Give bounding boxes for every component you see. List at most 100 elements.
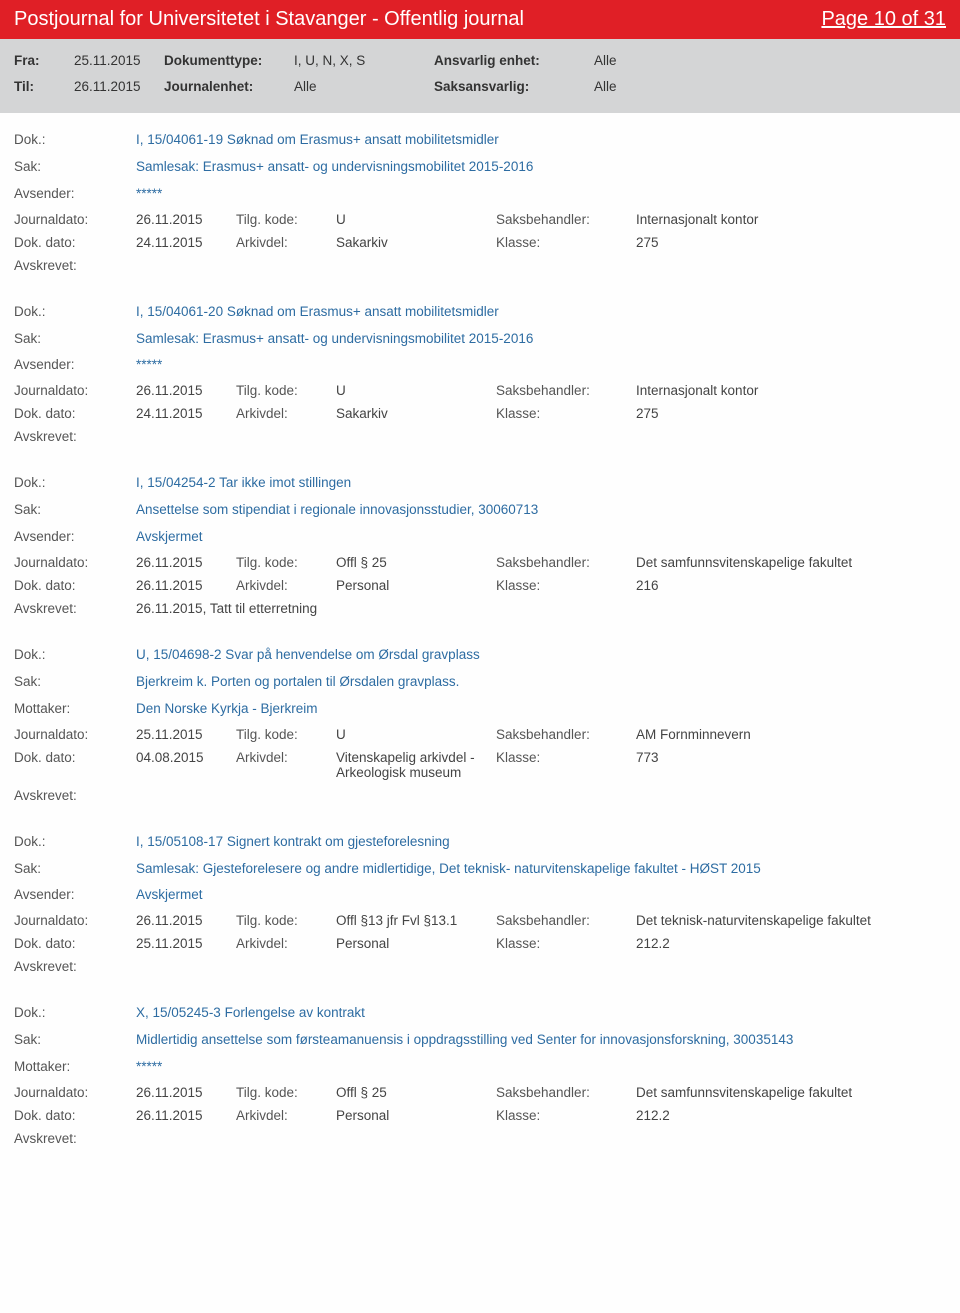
klasse-value: 212.2 xyxy=(636,1108,946,1123)
sak-value[interactable]: Samlesak: Erasmus+ ansatt- og undervisni… xyxy=(136,330,533,349)
saksbehandler-label: Saksbehandler: xyxy=(496,212,636,227)
saksbehandler-value: Internasjonalt kontor xyxy=(636,383,946,398)
sak-label: Sak: xyxy=(14,501,136,520)
header-title: Postjournal for Universitetet i Stavange… xyxy=(14,8,524,31)
journalenhet-value: Alle xyxy=(294,79,434,94)
arkivdel-value: Personal xyxy=(336,578,496,593)
dok-label: Dok.: xyxy=(14,1004,136,1023)
meta-row-1: Journaldato:25.11.2015Tilg. kode:USaksbe… xyxy=(14,723,946,746)
journaldato-value: 26.11.2015 xyxy=(136,913,236,928)
saksbehandler-value: Det samfunnsvitenskapelige fakultet xyxy=(636,555,946,570)
sender-label: Avsender: xyxy=(14,528,136,547)
avskrevet-label: Avskrevet: xyxy=(14,959,136,974)
dok-label: Dok.: xyxy=(14,303,136,322)
tilgkode-label: Tilg. kode: xyxy=(236,212,336,227)
journal-entry: Dok.:I, 15/04254-2 Tar ikke imot stillin… xyxy=(0,456,960,628)
avskrevet-row: Avskrevet: xyxy=(14,254,946,281)
journaldato-label: Journaldato: xyxy=(14,212,136,227)
dokdato-value: 04.08.2015 xyxy=(136,750,236,780)
tilgkode-value: Offl §13 jfr Fvl §13.1 xyxy=(336,913,496,928)
saksbehandler-label: Saksbehandler: xyxy=(496,555,636,570)
sak-label: Sak: xyxy=(14,330,136,349)
sak-value[interactable]: Ansettelse som stipendiat i regionale in… xyxy=(136,501,538,520)
entries-container: Dok.:I, 15/04061-19 Søknad om Erasmus+ a… xyxy=(0,113,960,1158)
saksbehandler-value: Det samfunnsvitenskapelige fakultet xyxy=(636,1085,946,1100)
dokdato-value: 26.11.2015 xyxy=(136,578,236,593)
saksansvarlig-label: Saksansvarlig: xyxy=(434,79,594,94)
dokdato-label: Dok. dato: xyxy=(14,1108,136,1123)
dokdato-label: Dok. dato: xyxy=(14,750,136,780)
meta-row-2: Dok. dato:26.11.2015Arkivdel:PersonalKla… xyxy=(14,1104,946,1127)
sak-label: Sak: xyxy=(14,158,136,177)
sak-value[interactable]: Samlesak: Erasmus+ ansatt- og undervisni… xyxy=(136,158,533,177)
avskrevet-row: Avskrevet: xyxy=(14,955,946,982)
avskrevet-row: Avskrevet: xyxy=(14,425,946,452)
journaldato-label: Journaldato: xyxy=(14,1085,136,1100)
saksbehandler-value: AM Fornminnevern xyxy=(636,727,946,742)
meta-row-2: Dok. dato:04.08.2015Arkivdel:Vitenskapel… xyxy=(14,746,946,784)
klasse-label: Klasse: xyxy=(496,578,636,593)
avskrevet-row: Avskrevet:26.11.2015, Tatt til etterretn… xyxy=(14,597,946,624)
sak-label: Sak: xyxy=(14,860,136,879)
saksbehandler-label: Saksbehandler: xyxy=(496,913,636,928)
dokdato-value: 24.11.2015 xyxy=(136,406,236,421)
tilgkode-label: Tilg. kode: xyxy=(236,555,336,570)
journaldato-label: Journaldato: xyxy=(14,555,136,570)
journaldato-label: Journaldato: xyxy=(14,913,136,928)
sak-value[interactable]: Samlesak: Gjesteforelesere og andre midl… xyxy=(136,860,761,879)
dok-value[interactable]: U, 15/04698-2 Svar på henvendelse om Ørs… xyxy=(136,646,480,665)
arkivdel-value: Personal xyxy=(336,1108,496,1123)
sender-label: Avsender: xyxy=(14,886,136,905)
journal-entry: Dok.:X, 15/05245-3 Forlengelse av kontra… xyxy=(0,986,960,1158)
avskrevet-label: Avskrevet: xyxy=(14,788,136,803)
klasse-value: 216 xyxy=(636,578,946,593)
meta-row-2: Dok. dato:26.11.2015Arkivdel:PersonalKla… xyxy=(14,574,946,597)
tilgkode-value: U xyxy=(336,727,496,742)
tilgkode-value: Offl § 25 xyxy=(336,555,496,570)
header-bar: Postjournal for Universitetet i Stavange… xyxy=(0,0,960,39)
sak-value[interactable]: Midlertidig ansettelse som førsteamanuen… xyxy=(136,1031,793,1050)
journaldato-label: Journaldato: xyxy=(14,383,136,398)
journaldato-value: 26.11.2015 xyxy=(136,383,236,398)
sender-label: Mottaker: xyxy=(14,1058,136,1077)
dok-value[interactable]: I, 15/04061-19 Søknad om Erasmus+ ansatt… xyxy=(136,131,499,150)
doktype-value: I, U, N, X, S xyxy=(294,53,434,68)
arkivdel-label: Arkivdel: xyxy=(236,235,336,250)
avskrevet-row: Avskrevet: xyxy=(14,1127,946,1154)
meta-row-1: Journaldato:26.11.2015Tilg. kode:Offl §1… xyxy=(14,909,946,932)
saksansvarlig-value: Alle xyxy=(594,79,694,94)
dok-label: Dok.: xyxy=(14,131,136,150)
saksbehandler-label: Saksbehandler: xyxy=(496,1085,636,1100)
sak-label: Sak: xyxy=(14,1031,136,1050)
dok-value[interactable]: I, 15/04061-20 Søknad om Erasmus+ ansatt… xyxy=(136,303,499,322)
meta-row-1: Journaldato:26.11.2015Tilg. kode:USaksbe… xyxy=(14,208,946,231)
arkivdel-label: Arkivdel: xyxy=(236,406,336,421)
dok-label: Dok.: xyxy=(14,833,136,852)
saksbehandler-value: Internasjonalt kontor xyxy=(636,212,946,227)
fra-value: 25.11.2015 xyxy=(74,53,164,68)
klasse-label: Klasse: xyxy=(496,750,636,780)
ansvarlig-value: Alle xyxy=(594,53,694,68)
til-value: 26.11.2015 xyxy=(74,79,164,94)
sak-value[interactable]: Bjerkreim k. Porten og portalen til Ørsd… xyxy=(136,673,459,692)
arkivdel-value: Vitenskapelig arkivdel - Arkeologisk mus… xyxy=(336,750,496,780)
fra-label: Fra: xyxy=(14,53,74,68)
arkivdel-label: Arkivdel: xyxy=(236,936,336,951)
klasse-value: 773 xyxy=(636,750,946,780)
avskrevet-label: Avskrevet: xyxy=(14,1131,136,1146)
journaldato-value: 26.11.2015 xyxy=(136,212,236,227)
dok-value[interactable]: X, 15/05245-3 Forlengelse av kontrakt xyxy=(136,1004,365,1023)
klasse-label: Klasse: xyxy=(496,406,636,421)
klasse-value: 212.2 xyxy=(636,936,946,951)
meta-row-2: Dok. dato:24.11.2015Arkivdel:SakarkivKla… xyxy=(14,231,946,254)
tilgkode-label: Tilg. kode: xyxy=(236,1085,336,1100)
meta-row-1: Journaldato:26.11.2015Tilg. kode:Offl § … xyxy=(14,551,946,574)
arkivdel-value: Personal xyxy=(336,936,496,951)
sender-value: Avskjermet xyxy=(136,528,203,547)
sender-value: ***** xyxy=(136,1058,162,1077)
dok-value[interactable]: I, 15/04254-2 Tar ikke imot stillingen xyxy=(136,474,351,493)
sak-label: Sak: xyxy=(14,673,136,692)
dok-value[interactable]: I, 15/05108-17 Signert kontrakt om gjest… xyxy=(136,833,450,852)
arkivdel-value: Sakarkiv xyxy=(336,235,496,250)
sender-value: ***** xyxy=(136,185,162,204)
